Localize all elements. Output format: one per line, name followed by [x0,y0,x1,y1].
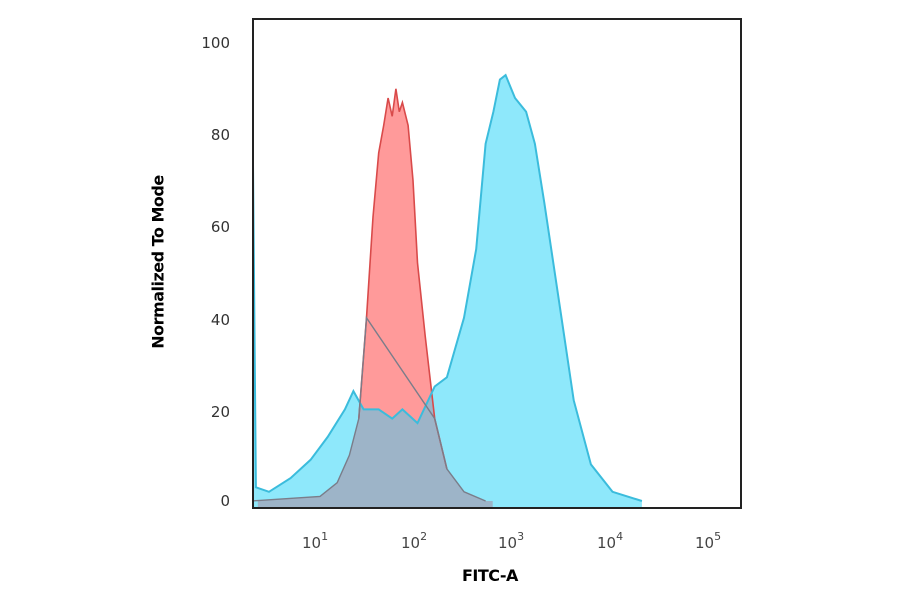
isotype-outline [358,88,448,470]
x-tick-10-1: 101 [302,530,329,552]
y-tick-60: 60 [210,218,230,236]
y-axis-label: Normalized To Mode [148,175,168,349]
y-tick-80: 80 [210,126,230,144]
isotype-outline-overlap [254,315,486,502]
stained-histogram [254,75,642,507]
x-tick-10-3: 103 [498,530,525,552]
overlap-region [257,393,493,507]
plot-frame [252,18,742,509]
x-tick-10-2: 102 [401,530,428,552]
y-tick-40: 40 [210,311,230,329]
y-tick-20: 20 [210,403,230,421]
x-tick-10-4: 104 [597,530,624,552]
x-axis-label: FITC-A [462,566,518,585]
y-tick-100: 100 [201,34,230,52]
x-tick-10-5: 105 [695,530,722,552]
y-tick-0: 0 [220,492,230,510]
stained-outline [254,73,643,502]
